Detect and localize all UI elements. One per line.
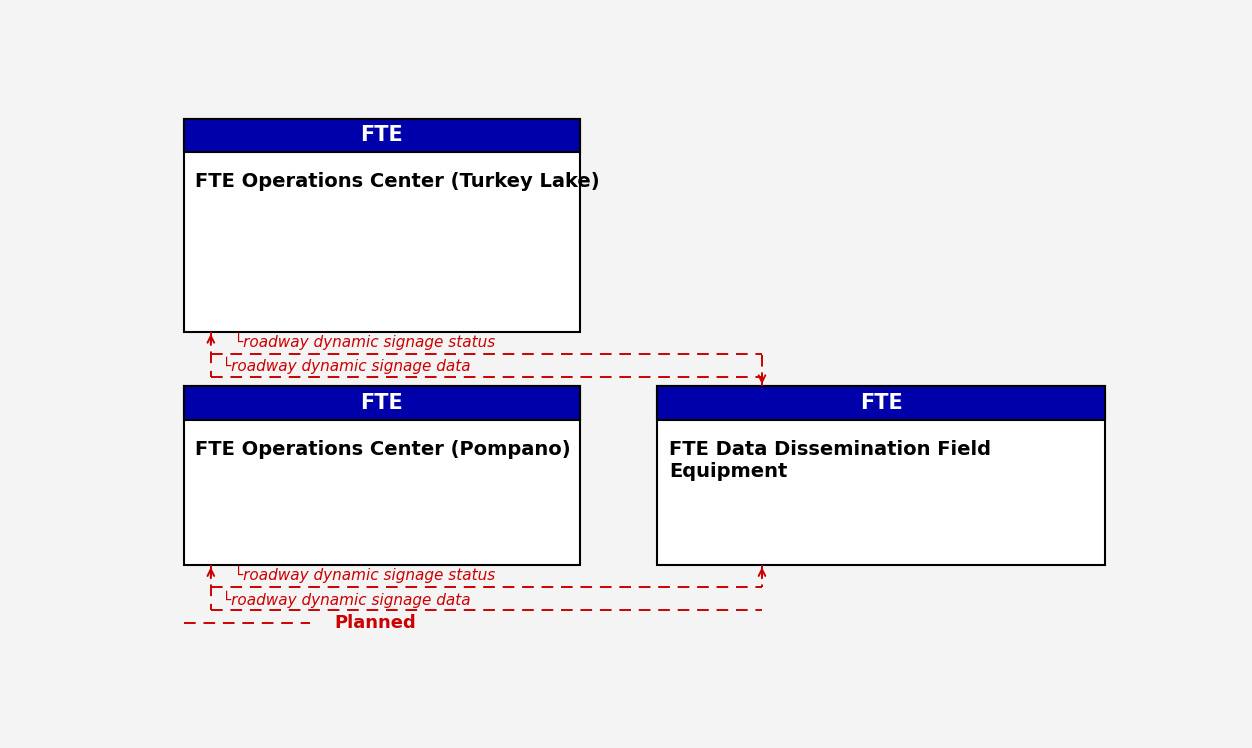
Text: FTE: FTE xyxy=(860,393,903,413)
Text: └roadway dynamic signage data: └roadway dynamic signage data xyxy=(223,590,471,607)
Bar xyxy=(657,387,1106,420)
Text: FTE Operations Center (Turkey Lake): FTE Operations Center (Turkey Lake) xyxy=(195,172,600,191)
Bar xyxy=(184,387,580,565)
Text: Planned: Planned xyxy=(334,613,416,631)
Text: FTE Operations Center (Pompano): FTE Operations Center (Pompano) xyxy=(195,440,571,459)
Text: └roadway dynamic signage data: └roadway dynamic signage data xyxy=(223,357,471,374)
Text: FTE Data Dissemination Field
Equipment: FTE Data Dissemination Field Equipment xyxy=(669,440,990,481)
Text: └roadway dynamic signage status: └roadway dynamic signage status xyxy=(234,566,496,583)
Text: └roadway dynamic signage status: └roadway dynamic signage status xyxy=(234,333,496,350)
Bar xyxy=(184,119,580,331)
Text: FTE: FTE xyxy=(361,393,403,413)
Text: FTE: FTE xyxy=(361,125,403,145)
Bar xyxy=(184,119,580,152)
Bar xyxy=(657,387,1106,565)
Bar xyxy=(184,387,580,420)
